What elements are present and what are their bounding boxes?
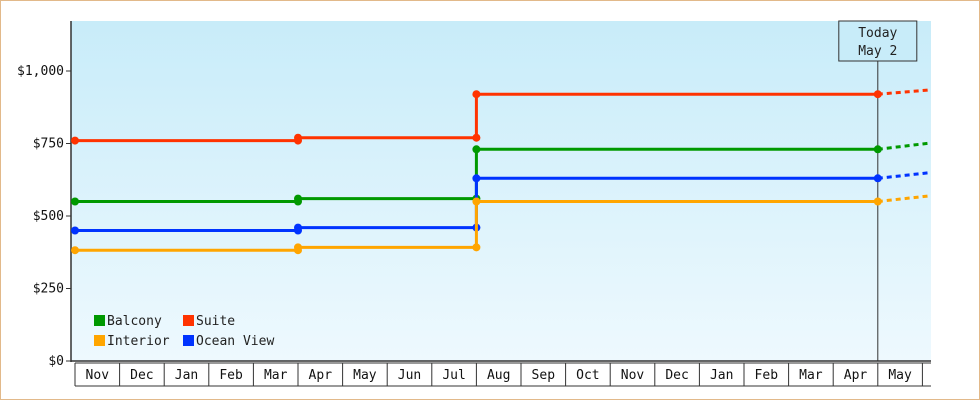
data-point-interior[interactable] [71,246,79,255]
data-point-suite[interactable] [873,90,882,99]
today-date-label: May 2 [858,44,897,59]
legend-label: Balcony [107,314,162,329]
series-suite [71,88,932,145]
data-point-suite[interactable] [472,90,481,99]
legend-label: Interior [107,334,170,349]
data-point-interior[interactable] [294,243,302,252]
data-point-suite[interactable] [294,133,302,142]
y-tick-label: $0 [48,354,64,369]
x-tick-label: Dec [130,368,153,383]
x-tick-label: Apr [309,368,333,383]
x-tick-label: Apr [844,368,868,383]
today-marker: Today May 2 [838,20,918,361]
x-tick-label: May [353,368,377,383]
x-tick-label: Nov [621,368,645,383]
y-tick-label: $1,000 [17,64,64,79]
x-tick-label: Jan [175,368,198,383]
legend-item-interior[interactable]: Interior [94,334,170,349]
legend-swatch [94,335,105,346]
legend-swatch [183,315,194,326]
data-point-balcony[interactable] [873,145,882,154]
x-tick-label: Aug [487,368,510,383]
data-point-suite[interactable] [472,133,481,142]
data-point-balcony[interactable] [472,145,481,154]
data-point-suite[interactable] [71,136,79,145]
data-point-ocean-view[interactable] [71,226,79,235]
x-tick-label: Nov [86,368,110,383]
x-tick-label: Jan [710,368,733,383]
series-line-suite [75,92,878,143]
legend-swatch [183,335,194,346]
y-axis: $0 $250 $500 $750 $1,000 [17,21,72,369]
y-tick-label: $250 [33,282,64,297]
data-point-ocean-view[interactable] [294,223,302,232]
series-ocean-view [71,171,932,235]
x-tick-label: Feb [755,368,779,383]
data-point-ocean-view[interactable] [873,174,882,183]
legend-item-ocean-view[interactable]: Ocean View [183,334,274,349]
legend-swatch [94,315,105,326]
x-tick-label: Feb [219,368,243,383]
series-group [71,88,932,255]
series-line-interior [75,200,878,252]
data-point-balcony[interactable] [71,197,79,206]
y-tick-label: $750 [33,137,64,152]
data-point-balcony[interactable] [294,194,302,203]
series-line-balcony [75,147,878,203]
data-point-interior[interactable] [472,243,481,252]
data-point-interior[interactable] [873,197,882,206]
y-tick-label: $500 [33,209,64,224]
legend-item-suite[interactable]: Suite [183,314,235,329]
plot-background [71,21,931,361]
data-point-ocean-view[interactable] [472,174,481,183]
series-interior [71,194,932,255]
x-tick-label: Oct [576,368,599,383]
legend-item-balcony[interactable]: Balcony [94,314,162,329]
x-tick-label: Jul [442,368,465,383]
today-label: Today [858,26,897,41]
x-tick-label: May [888,368,912,383]
series-line-ocean-view [75,176,878,232]
today-box [838,20,918,62]
x-axis: Nov Dec Jan Feb Mar Apr May Jun Jul Aug Sep Oct Nov D… [71,360,931,387]
x-tick-label: Jun [398,368,421,383]
x-tick-label: Dec [665,368,688,383]
legend: Balcony Suite Interior Ocean View [94,314,274,349]
data-point-interior[interactable] [472,197,481,206]
x-tick-label: Mar [264,368,288,383]
legend-label: Ocean View [196,334,274,349]
legend-label: Suite [196,314,235,329]
x-tick-label: Sep [532,368,556,383]
x-tick-label: Mar [799,368,823,383]
